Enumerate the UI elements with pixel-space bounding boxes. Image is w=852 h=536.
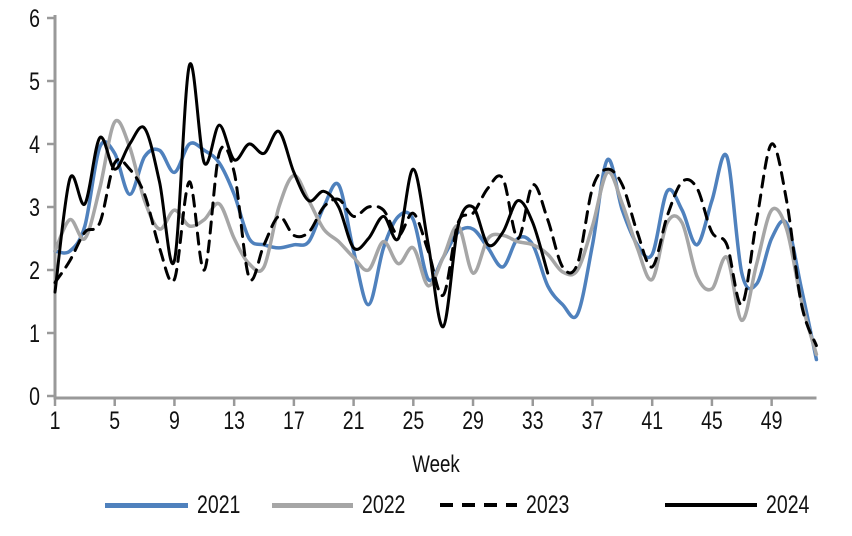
axis-lines — [53, 15, 817, 400]
x-tick-label: 45 — [701, 407, 723, 435]
x-tick-label: 29 — [462, 407, 484, 435]
x-tick-label: 1 — [50, 407, 61, 435]
y-tick-label: 2 — [29, 257, 40, 285]
x-tick-label: 17 — [283, 407, 305, 435]
y-tick-label: 0 — [29, 383, 40, 411]
x-tick-label: 37 — [582, 407, 604, 435]
x-tick-label: 25 — [402, 407, 424, 435]
series-line-2022 — [53, 118, 819, 357]
series-line-2024 — [53, 62, 550, 329]
series-line-2023 — [53, 142, 818, 348]
y-tick-label: 5 — [29, 68, 40, 96]
x-tick-label: 9 — [169, 407, 180, 435]
x-tick-label: 41 — [641, 407, 663, 435]
x-tick-label: 13 — [223, 407, 245, 435]
x-tick-label: 5 — [109, 407, 120, 435]
y-tick-label: 3 — [29, 194, 40, 222]
y-tick-label: 1 — [29, 320, 40, 348]
x-tick-label: 21 — [343, 407, 365, 435]
y-tick-label: 4 — [29, 131, 40, 159]
x-tick-label: 49 — [761, 407, 783, 435]
x-tick-label: 33 — [522, 407, 544, 435]
x-axis-title: Week — [412, 451, 460, 478]
y-tick-label: 6 — [29, 5, 40, 33]
